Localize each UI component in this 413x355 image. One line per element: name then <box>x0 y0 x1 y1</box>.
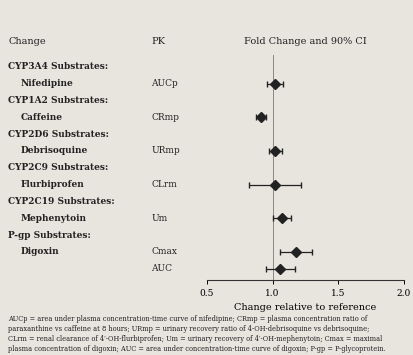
Text: CYP2C19 Substrates:: CYP2C19 Substrates: <box>8 197 115 206</box>
Text: Fold Change and 90% CI: Fold Change and 90% CI <box>243 37 366 46</box>
Text: CYP2D6 Substrates:: CYP2D6 Substrates: <box>8 130 109 138</box>
Text: P-gp Substrates:: P-gp Substrates: <box>8 230 91 240</box>
Text: Debrisoquine: Debrisoquine <box>21 146 88 155</box>
Text: CRmp: CRmp <box>151 113 179 122</box>
Text: URmp: URmp <box>151 146 179 155</box>
Text: PK: PK <box>151 37 165 46</box>
Text: Um: Um <box>151 214 167 223</box>
Text: CYP1A2 Substrates:: CYP1A2 Substrates: <box>8 96 108 105</box>
Text: CYP2C9 Substrates:: CYP2C9 Substrates: <box>8 163 108 172</box>
Text: Flurbiprofen: Flurbiprofen <box>21 180 84 189</box>
X-axis label: Change relative to reference: Change relative to reference <box>234 303 375 312</box>
Text: Digoxin: Digoxin <box>21 247 59 256</box>
Text: Caffeine: Caffeine <box>21 113 62 122</box>
Text: Change: Change <box>8 37 46 46</box>
Text: Mephenytoin: Mephenytoin <box>21 214 86 223</box>
Text: CLrm: CLrm <box>151 180 177 189</box>
Text: Nifedipine: Nifedipine <box>21 79 73 88</box>
Text: AUC: AUC <box>151 264 172 273</box>
Text: AUCp: AUCp <box>151 79 178 88</box>
Text: Cmax: Cmax <box>151 247 177 256</box>
Text: AUCp = area under plasma concentration-time curve of nifedipine; CRmp = plasma c: AUCp = area under plasma concentration-t… <box>8 315 385 353</box>
Text: CYP3A4 Substrates:: CYP3A4 Substrates: <box>8 62 108 71</box>
